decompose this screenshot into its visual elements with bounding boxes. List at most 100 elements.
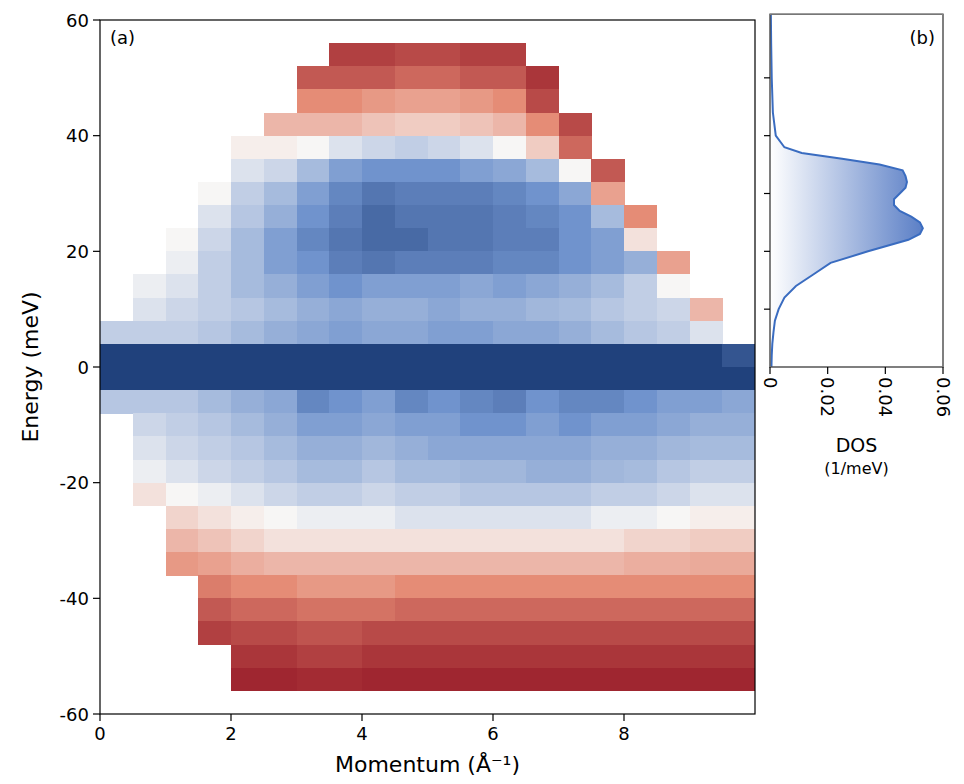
heatmap-cell	[722, 621, 755, 645]
heatmap-cell	[231, 159, 264, 183]
heatmap-cell	[362, 251, 395, 275]
plot-frame	[100, 20, 755, 714]
heatmap-cell	[493, 621, 526, 645]
y-tick	[93, 251, 100, 252]
heatmap-cell	[493, 390, 526, 414]
heatmap-cell	[231, 298, 264, 322]
heatmap-cell	[428, 575, 461, 599]
heatmap-cell	[591, 552, 624, 576]
heatmap-cell	[493, 66, 526, 90]
heatmap-cell	[460, 552, 493, 576]
heatmap-cell	[690, 506, 723, 530]
heatmap-cell	[362, 182, 395, 206]
x-tick-label: 6	[487, 723, 498, 744]
heatmap-cell	[657, 274, 690, 298]
heatmap-cell	[428, 298, 461, 322]
heatmap-cell	[297, 89, 330, 113]
heatmap-cell	[657, 506, 690, 530]
heatmap-cell	[559, 205, 592, 229]
heatmap-cell	[362, 598, 395, 622]
heatmap-cell	[624, 668, 657, 692]
heatmap-cell	[591, 506, 624, 530]
heatmap-cell	[559, 274, 592, 298]
heatmap-cell	[526, 390, 559, 414]
heatmap-cell	[526, 621, 559, 645]
heatmap-cell	[657, 483, 690, 507]
heatmap-cell	[166, 436, 199, 460]
heatmap-cell	[166, 483, 199, 507]
heatmap-cell	[264, 390, 297, 414]
heatmap-cell	[493, 113, 526, 137]
heatmap-cell	[559, 159, 592, 183]
heatmap-cell	[624, 436, 657, 460]
heatmap-cell	[297, 66, 330, 90]
heatmap-cell	[559, 344, 592, 368]
dos-marks	[770, 14, 923, 367]
heatmap-cell	[722, 645, 755, 669]
heatmap-cell	[297, 251, 330, 275]
heatmap-cell	[329, 529, 362, 553]
heatmap-cell	[657, 575, 690, 599]
heatmap-cell	[329, 159, 362, 183]
heatmap-cell	[428, 66, 461, 90]
heatmap-cell	[329, 645, 362, 669]
y-tick	[764, 135, 770, 136]
heatmap-cell	[395, 159, 428, 183]
heatmap-cell	[657, 344, 690, 368]
heatmap-cell	[460, 89, 493, 113]
heatmap-cell	[526, 645, 559, 669]
heatmap-cell	[690, 367, 723, 391]
heatmap-cell	[297, 460, 330, 484]
heatmap-cell	[559, 506, 592, 530]
heatmap-cell	[526, 506, 559, 530]
heatmap-cell	[297, 575, 330, 599]
y-tick	[93, 135, 100, 136]
heatmap-cell	[362, 43, 395, 67]
heatmap-cell	[428, 205, 461, 229]
heatmap-cell	[460, 228, 493, 252]
heatmap-cell	[362, 66, 395, 90]
heatmap-cell	[362, 228, 395, 252]
heatmap-cell	[460, 298, 493, 322]
heatmap-cell	[591, 321, 624, 345]
heatmap-cell	[559, 460, 592, 484]
heatmap-cell	[460, 645, 493, 669]
heatmap-cell	[657, 367, 690, 391]
heatmap-cell	[526, 298, 559, 322]
heatmap-cell	[657, 321, 690, 345]
heatmap-cell	[198, 529, 231, 553]
heatmap-cell	[428, 274, 461, 298]
heatmap-cell	[460, 159, 493, 183]
heatmap-cell	[526, 251, 559, 275]
heatmap-cell	[493, 344, 526, 368]
heatmap-cell	[100, 367, 133, 391]
heatmap-cell	[329, 321, 362, 345]
heatmap-cell	[460, 506, 493, 530]
heatmap-cell	[493, 321, 526, 345]
heatmap-cell	[591, 621, 624, 645]
heatmap-cell	[395, 298, 428, 322]
heatmap-cell	[133, 274, 166, 298]
heatmap-cell	[493, 483, 526, 507]
heatmap-cell	[231, 668, 264, 692]
heatmap-cell	[166, 506, 199, 530]
heatmap-cell	[428, 251, 461, 275]
heatmap-cell	[198, 598, 231, 622]
heatmap-cell	[624, 483, 657, 507]
heatmap-cell	[690, 344, 723, 368]
heatmap-cell	[264, 413, 297, 437]
heatmap-cell	[166, 529, 199, 553]
heatmap-cell	[526, 321, 559, 345]
heatmap-cell	[591, 205, 624, 229]
heatmap-cell	[362, 621, 395, 645]
heatmap-cell	[690, 598, 723, 622]
heatmap-cell	[493, 413, 526, 437]
heatmap-cell	[591, 575, 624, 599]
heatmap-cell	[297, 274, 330, 298]
heatmap-cell	[198, 344, 231, 368]
heatmap-cell	[428, 43, 461, 67]
heatmap-cell	[395, 89, 428, 113]
heatmap-cell	[362, 344, 395, 368]
heatmap-cell	[264, 321, 297, 345]
heatmap-cell	[428, 506, 461, 530]
